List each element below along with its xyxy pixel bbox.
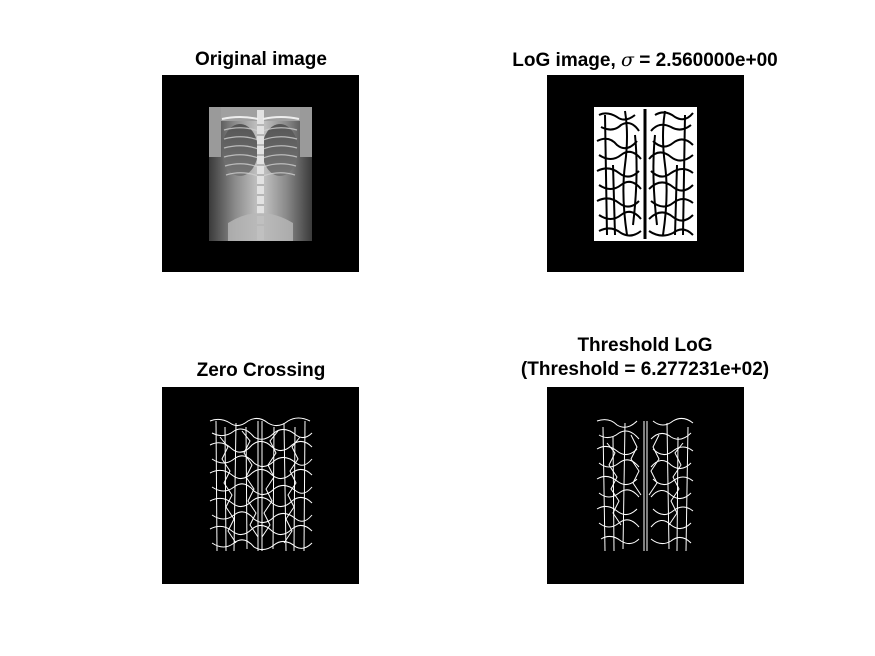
threshold-log-title: Threshold LoG (Threshold = 6.277231e+02): [490, 334, 800, 382]
log-image-panel: [547, 75, 744, 272]
original-image-panel: [162, 75, 359, 272]
zero-crossing-title: Zero Crossing: [161, 359, 361, 383]
zero-crossing-title-text: Zero Crossing: [196, 360, 326, 381]
log-title-suffix: = 2.560000e+00: [634, 50, 778, 71]
threshold-log-panel: [547, 387, 744, 584]
threshold-title-line2: (Threshold = 6.277231e+02): [520, 359, 770, 380]
threshold-title-line1: Threshold LoG: [577, 335, 713, 356]
original-image-title: Original image: [161, 48, 361, 72]
log-image: [594, 107, 697, 241]
log-title-prefix: LoG image,: [512, 50, 622, 71]
zero-crossing-image: [209, 417, 313, 552]
threshold-log-image: [596, 417, 694, 552]
log-image-title: LoG image, σ = 2.560000e+00: [480, 48, 810, 73]
sigma-symbol: σ: [621, 49, 635, 71]
original-xray-image: [209, 107, 312, 241]
zero-crossing-panel: [162, 387, 359, 584]
original-image-title-text: Original image: [195, 49, 327, 70]
